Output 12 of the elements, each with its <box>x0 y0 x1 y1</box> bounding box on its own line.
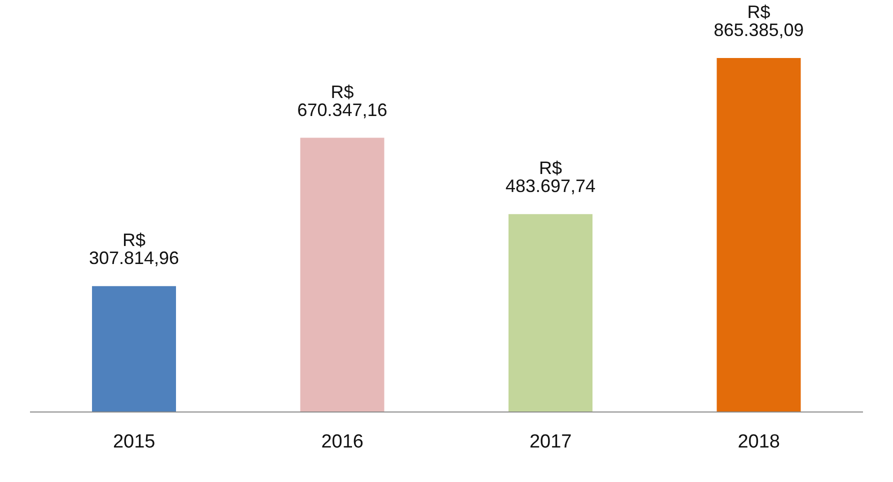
bar <box>716 58 801 412</box>
data-label: R$ 865.385,09 <box>714 2 804 40</box>
bar <box>92 286 176 412</box>
x-tick-label: 2015 <box>112 431 156 452</box>
bar <box>508 214 592 412</box>
x-tick-label: 2016 <box>321 431 364 452</box>
x-tick-label: 2017 <box>529 431 572 452</box>
data-label: R$ 307.814,96 <box>88 230 180 268</box>
data-label: R$ 483.697,74 <box>505 158 596 196</box>
data-label: R$ 670.347,16 <box>297 82 388 120</box>
x-tick-label: 2018 <box>738 431 780 452</box>
bar <box>300 138 384 412</box>
